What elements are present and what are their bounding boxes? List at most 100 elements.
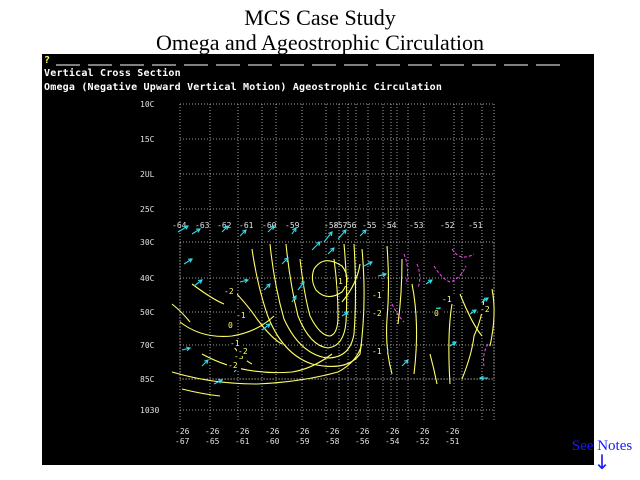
cross-section-panel: ? Vertical Cross Section Omega (Negative… [42,54,594,465]
svg-text:-1: -1 [372,347,382,356]
wind-arrow [201,359,209,367]
omega-contour [311,260,348,298]
svg-text:-1: -1 [442,295,452,304]
wind-arrow [359,229,367,237]
omega-contour [459,293,483,337]
bottom-label-top: -26 [385,427,400,436]
contour-label: -2 [223,287,237,296]
positive-contour [416,263,421,289]
omega-contour [299,258,339,337]
wind-arrow [183,258,193,265]
wind-arrow [193,279,203,287]
omega-contour [489,288,495,347]
longitude-axis-labels: -64 -63 -62 -61 -60 -59 -58-57-56 -55 -54 -53 -52 -… [172,221,483,230]
bottom-axis-labels: -26 -26 -26 -26 -26 -26 -26 -26 -26 -26-67 -65 -61-… [175,427,460,446]
bottom-label-bottom: -61 [235,437,250,446]
omega-contour [429,353,438,385]
contour-label: 1 [337,277,346,286]
panel-header-title: Vertical Cross Section [44,68,181,79]
svg-text:-2: -2 [238,347,248,356]
contour-labels: -2-1-2-3-110-1-2-1-10-2-1-2 [223,277,493,370]
longitude-label: -55 [362,221,377,230]
bottom-label-top: -26 [175,427,190,436]
omega-contour [181,388,221,397]
pressure-level-label: 15C [140,135,155,144]
wind-arrow [291,227,297,235]
bottom-label-top: -26 [445,427,460,436]
positive-contour [433,265,467,283]
omega-contour [448,303,453,385]
longitude-label: -59 [285,221,300,230]
longitude-label: -57 [333,221,348,230]
bottom-label-top: -26 [235,427,250,436]
bottom-label-bottom: -54 [385,437,400,446]
svg-text:-1: -1 [230,339,240,348]
bottom-label-top: -26 [265,427,280,436]
wind-arrow [281,257,289,265]
pressure-axis-labels: 10C 15C 2UL 25C 30C 40C 50C 70C 85C 1030 [140,100,159,415]
contour-label: -3 [233,352,247,361]
pressure-level-label: 70C [140,341,155,350]
wind-arrow [311,241,321,251]
omega-contour [179,315,275,337]
svg-text:-2: -2 [228,361,238,370]
pressure-level-label: 2UL [140,170,155,179]
longitude-label: -52 [440,221,455,230]
see-notes-link[interactable]: See Notes ↓ [566,438,638,474]
bottom-label-top: -26 [325,427,340,436]
longitude-label: -63 [195,221,210,230]
page-title: MCS Case Study [244,5,396,30]
longitude-label: -51 [468,221,483,230]
wind-arrow [341,311,349,317]
omega-contours [171,243,495,397]
pressure-level-label: 1030 [140,406,159,415]
positive-contour [403,253,409,285]
longitude-label: -61 [239,221,254,230]
contour-label: -2 [237,347,251,356]
pressure-level-label: 10C [140,100,155,109]
pressure-level-label: 25C [140,205,155,214]
see-notes-label[interactable]: See Notes [571,438,633,454]
wind-arrow [291,295,297,303]
bottom-label-top: -26 [295,427,310,436]
contour-label: -2 [479,305,493,314]
wind-arrow [239,229,247,237]
omega-contour [269,243,357,359]
contour-label: -2 [227,361,241,370]
contour-label: -1 [229,339,243,348]
contour-label: -1 [441,295,455,304]
omega-contour [201,353,333,374]
wind-arrow [337,229,347,240]
bottom-label-bottom: -58 [325,437,340,446]
bottom-label-bottom: -51 [445,437,460,446]
pressure-level-label: 40C [140,274,155,283]
positive-contour [483,343,489,367]
bottom-label-top: -26 [415,427,430,436]
omega-contour [191,283,225,305]
positive-contour [451,248,475,258]
bottom-label-bottom: -65 [205,437,220,446]
longitude-label: -56 [342,221,357,230]
arrow-down-icon[interactable]: ↓ [593,450,611,474]
omega-contour [171,303,191,323]
contour-label: 0 [227,321,236,330]
contour-label: -2 [371,309,385,318]
wind-arrow [239,278,250,284]
svg-text:-1: -1 [236,311,246,320]
omega-contour [171,343,363,385]
wind-arrow [297,281,305,291]
omega-contour [231,288,283,345]
wind-arrow [327,247,335,255]
longitude-label: -64 [172,221,187,230]
pressure-level-label: 30C [140,238,155,247]
bottom-label-bottom: -60 [265,437,280,446]
bottom-label-bottom: -56 [355,437,370,446]
wind-arrow [363,261,374,267]
panel-header-subtitle: Omega (Negative Upward Vertical Motion) … [44,82,443,93]
wind-arrow [449,341,457,347]
svg-text:-3: -3 [234,352,244,361]
omega-contour [386,245,393,375]
command-prompt: ? [44,55,51,66]
wind-arrow [481,297,489,303]
